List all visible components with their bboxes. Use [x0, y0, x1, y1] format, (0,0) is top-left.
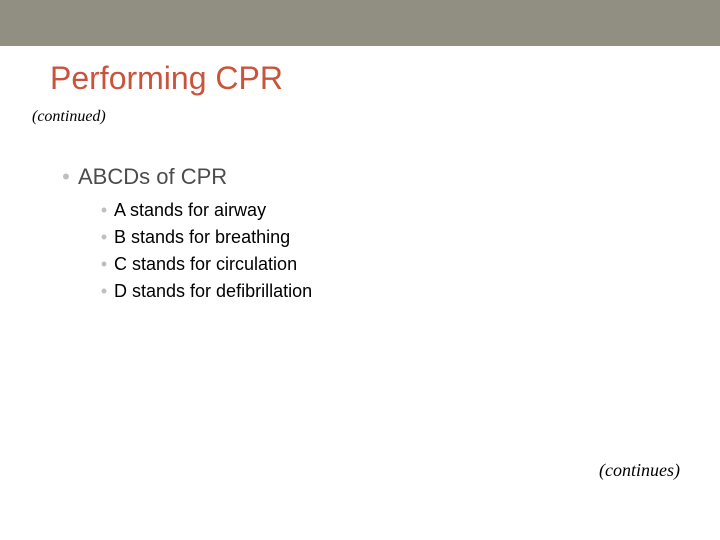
- bullet-level2-text: D stands for defibrillation: [114, 281, 312, 302]
- bullet-level2: • C stands for circulation: [94, 254, 297, 275]
- continued-label: (continued): [32, 108, 106, 126]
- bullet-level2: • A stands for airway: [94, 200, 266, 221]
- bullet-dot-icon: •: [94, 200, 114, 221]
- bullet-level2-text: A stands for airway: [114, 200, 266, 221]
- bullet-level1-text: ABCDs of CPR: [78, 164, 227, 190]
- bullet-level2-text: C stands for circulation: [114, 254, 297, 275]
- bullet-level2: • B stands for breathing: [94, 227, 290, 248]
- bullet-dot-icon: •: [54, 164, 78, 190]
- top-bar: [0, 0, 720, 46]
- slide-title: Performing CPR: [50, 60, 283, 97]
- slide: Performing CPR (continued) • ABCDs of CP…: [0, 0, 720, 540]
- bullet-level2-text: B stands for breathing: [114, 227, 290, 248]
- bullet-dot-icon: •: [94, 281, 114, 302]
- bullet-dot-icon: •: [94, 254, 114, 275]
- bullet-level2: • D stands for defibrillation: [94, 281, 312, 302]
- bullet-level1: • ABCDs of CPR: [54, 164, 227, 190]
- bullet-dot-icon: •: [94, 227, 114, 248]
- continues-label: (continues): [599, 460, 680, 481]
